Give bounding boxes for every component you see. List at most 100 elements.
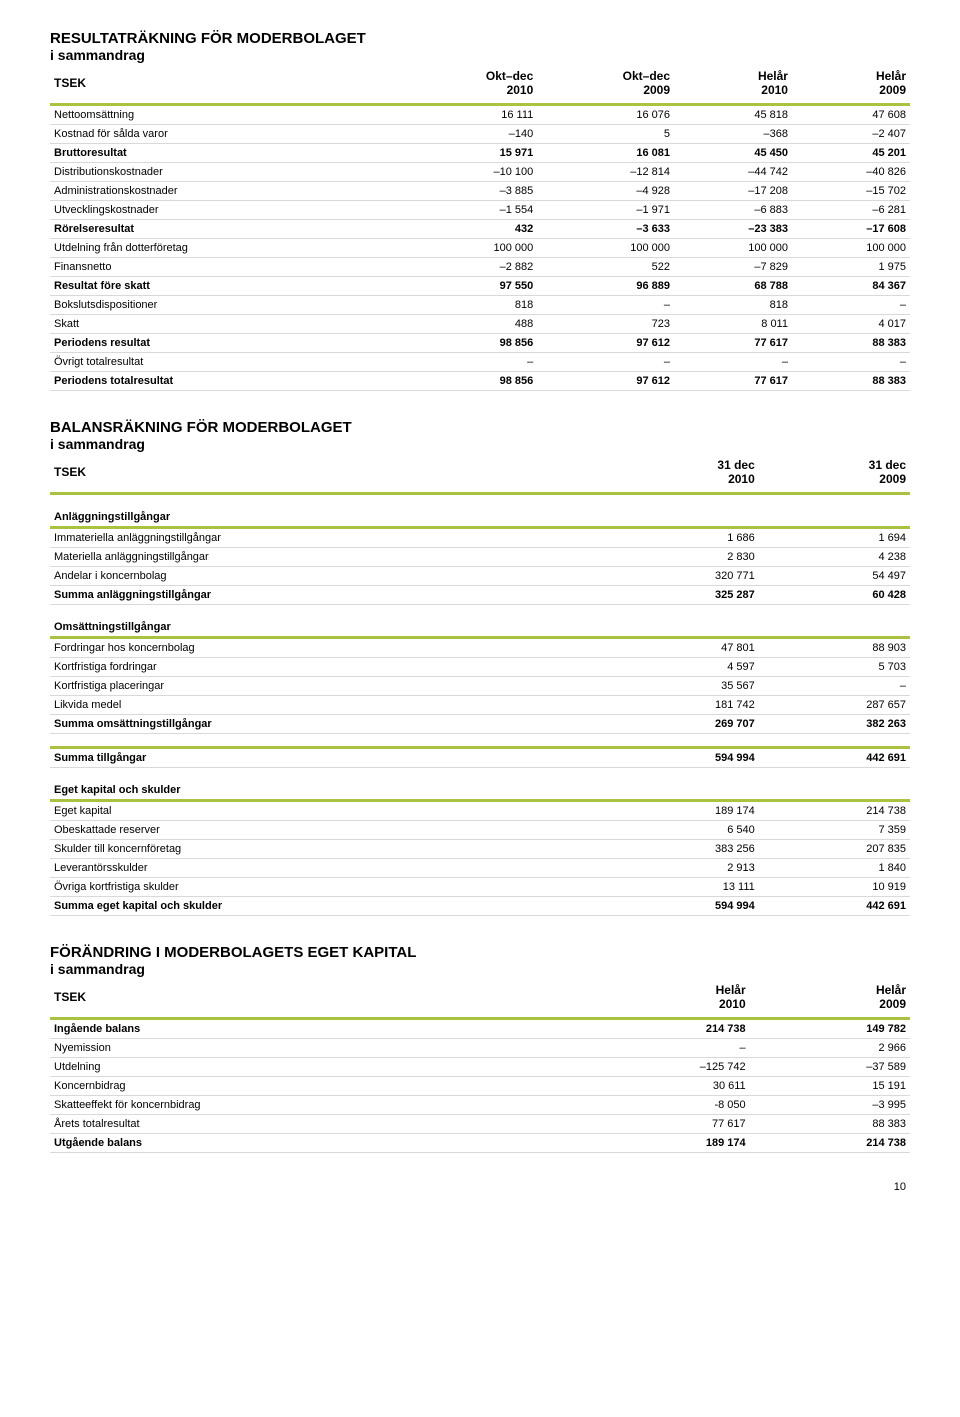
row-label: Nyemission xyxy=(50,1039,569,1058)
cell-value: 320 771 xyxy=(608,567,759,586)
cell-value: –2 882 xyxy=(401,258,538,277)
cell-value: 1 840 xyxy=(759,859,910,878)
cell-value: 7 359 xyxy=(759,821,910,840)
cell-value: –15 702 xyxy=(792,182,910,201)
cell-value: –3 633 xyxy=(537,220,674,239)
cell-value: 47 608 xyxy=(792,105,910,125)
cell-value: 594 994 xyxy=(608,897,759,916)
column-header: TSEK xyxy=(50,67,401,105)
table-row: Övriga kortfristiga skulder13 11110 919 xyxy=(50,878,910,897)
cell-value: –1 971 xyxy=(537,201,674,220)
balance-table: TSEK31 dec201031 dec2009 Anläggningstill… xyxy=(50,456,910,916)
income-sub: i sammandrag xyxy=(50,47,910,63)
cell-value: 2 830 xyxy=(608,548,759,567)
cell-value: 98 856 xyxy=(401,334,538,353)
cell-value: 818 xyxy=(401,296,538,315)
cell-value: 77 617 xyxy=(674,372,792,391)
cell-value: 383 256 xyxy=(608,840,759,859)
row-label: Administrationskostnader xyxy=(50,182,401,201)
table-row: Koncernbidrag30 61115 191 xyxy=(50,1077,910,1096)
table-row: Kortfristiga fordringar4 5975 703 xyxy=(50,658,910,677)
row-label: Nettoomsättning xyxy=(50,105,401,125)
table-row: Ingående balans214 738149 782 xyxy=(50,1019,910,1039)
column-header: Helår2009 xyxy=(750,981,910,1019)
table-row: Rörelseresultat432–3 633–23 383–17 608 xyxy=(50,220,910,239)
row-label: Bruttoresultat xyxy=(50,144,401,163)
cell-value: 214 738 xyxy=(759,801,910,821)
cell-value: 100 000 xyxy=(792,239,910,258)
cell-value: –12 814 xyxy=(537,163,674,182)
table-row: Resultat före skatt97 55096 88968 78884 … xyxy=(50,277,910,296)
cell-value: 100 000 xyxy=(674,239,792,258)
table-row: Årets totalresultat77 61788 383 xyxy=(50,1115,910,1134)
cell-value: 325 287 xyxy=(608,586,759,605)
cell-value: 88 903 xyxy=(759,638,910,658)
cell-value: –6 281 xyxy=(792,201,910,220)
cell-value: 13 111 xyxy=(608,878,759,897)
table-row: Kortfristiga placeringar35 567– xyxy=(50,677,910,696)
cell-value: 382 263 xyxy=(759,715,910,734)
column-header: 31 dec2009 xyxy=(759,456,910,494)
row-label: Periodens totalresultat xyxy=(50,372,401,391)
cell-value: –1 554 xyxy=(401,201,538,220)
table-row: Finansnetto–2 882522–7 8291 975 xyxy=(50,258,910,277)
cell-value: 8 011 xyxy=(674,315,792,334)
table-row: Eget kapital189 174214 738 xyxy=(50,801,910,821)
cell-value: 97 612 xyxy=(537,334,674,353)
row-label: Årets totalresultat xyxy=(50,1115,569,1134)
cell-value: 97 550 xyxy=(401,277,538,296)
cell-value: 97 612 xyxy=(537,372,674,391)
cell-value: 1 975 xyxy=(792,258,910,277)
row-label: Andelar i koncernbolag xyxy=(50,567,608,586)
income-table: TSEKOkt–dec2010Okt–dec2009Helår2010Helår… xyxy=(50,67,910,391)
table-row: Leverantörsskulder2 9131 840 xyxy=(50,859,910,878)
row-label: Materiella anläggningstillgångar xyxy=(50,548,608,567)
row-label: Övriga kortfristiga skulder xyxy=(50,878,608,897)
row-label: Periodens resultat xyxy=(50,334,401,353)
section-header-row: Omsättningstillgångar xyxy=(50,605,910,638)
cell-value: –2 407 xyxy=(792,125,910,144)
row-label: Utgående balans xyxy=(50,1134,569,1153)
table-row: Fordringar hos koncernbolag47 80188 903 xyxy=(50,638,910,658)
cell-value: 442 691 xyxy=(759,748,910,768)
table-row: Bokslutsdispositioner818–818– xyxy=(50,296,910,315)
cell-value: 214 738 xyxy=(569,1019,750,1039)
cell-value: 45 450 xyxy=(674,144,792,163)
table-row: Obeskattade reserver6 5407 359 xyxy=(50,821,910,840)
cell-value: 88 383 xyxy=(750,1115,910,1134)
cell-value: 16 076 xyxy=(537,105,674,125)
table-row: Utdelning–125 742–37 589 xyxy=(50,1058,910,1077)
cell-value: 77 617 xyxy=(674,334,792,353)
cell-value: –3 995 xyxy=(750,1096,910,1115)
table-row: Summa tillgångar594 994442 691 xyxy=(50,748,910,768)
table-row: Nettoomsättning16 11116 07645 81847 608 xyxy=(50,105,910,125)
cell-value: –40 826 xyxy=(792,163,910,182)
row-label: Kortfristiga placeringar xyxy=(50,677,608,696)
cell-value: 723 xyxy=(537,315,674,334)
table-row: Övrigt totalresultat–––– xyxy=(50,353,910,372)
table-row: Summa anläggningstillgångar325 28760 428 xyxy=(50,586,910,605)
cell-value: 287 657 xyxy=(759,696,910,715)
cell-value: 189 174 xyxy=(569,1134,750,1153)
section-header-row: Eget kapital och skulder xyxy=(50,768,910,801)
row-label: Kortfristiga fordringar xyxy=(50,658,608,677)
cell-value: 45 818 xyxy=(674,105,792,125)
equity-table: TSEKHelår2010Helår2009 Ingående balans21… xyxy=(50,981,910,1153)
cell-value: – xyxy=(401,353,538,372)
cell-value: 6 540 xyxy=(608,821,759,840)
row-label: Ingående balans xyxy=(50,1019,569,1039)
column-header: 31 dec2010 xyxy=(608,456,759,494)
cell-value: –17 608 xyxy=(792,220,910,239)
row-label: Immateriella anläggningstillgångar xyxy=(50,528,608,548)
cell-value: 47 801 xyxy=(608,638,759,658)
cell-value: – xyxy=(674,353,792,372)
cell-value: 4 238 xyxy=(759,548,910,567)
cell-value: –140 xyxy=(401,125,538,144)
row-label: Utvecklingskostnader xyxy=(50,201,401,220)
row-label: Utdelning från dotterföretag xyxy=(50,239,401,258)
column-header: Helår2010 xyxy=(569,981,750,1019)
equity-title: FÖRÄNDRING I MODERBOLAGETS EGET KAPITAL xyxy=(50,944,910,961)
row-label: Summa eget kapital och skulder xyxy=(50,897,608,916)
cell-value: –17 208 xyxy=(674,182,792,201)
cell-value: – xyxy=(792,296,910,315)
